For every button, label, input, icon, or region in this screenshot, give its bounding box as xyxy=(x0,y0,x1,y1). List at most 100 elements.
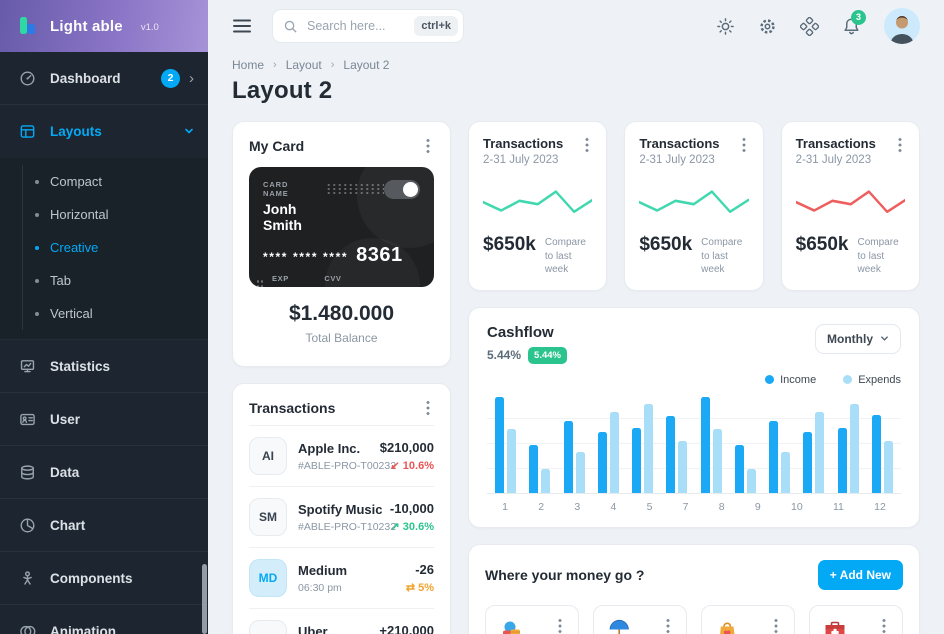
bar xyxy=(837,427,847,493)
transaction-row[interactable]: AI Apple Inc. #ABLE-PRO-T00232 $210,000 … xyxy=(249,425,434,486)
bar-group xyxy=(666,415,688,493)
database-icon xyxy=(18,463,36,481)
bar-group xyxy=(529,444,551,493)
sidebar-item-layouts[interactable]: Layouts xyxy=(0,105,208,158)
transaction-amount: $210,000 xyxy=(379,440,434,455)
sidebar-item-statistics[interactable]: Statistics xyxy=(0,340,208,393)
transactions-list-widget: Transactions AI Apple Inc. #ABLE-PRO-T00… xyxy=(232,383,451,634)
kebab-menu-icon[interactable] xyxy=(554,617,566,634)
bar xyxy=(871,414,881,493)
x-tick-label: 5 xyxy=(646,500,653,513)
chevron-right-icon: › xyxy=(189,69,194,87)
kebab-menu-icon[interactable] xyxy=(422,400,434,416)
x-tick-label: 8 xyxy=(718,500,725,513)
menu-toggle-icon[interactable] xyxy=(232,18,252,34)
x-tick-label: 2 xyxy=(538,500,545,513)
subitem-label: Creative xyxy=(50,240,99,255)
first-aid-icon xyxy=(822,618,848,634)
notifications-bell-icon[interactable]: 3 xyxy=(842,9,866,36)
kebab-menu-icon[interactable] xyxy=(422,138,434,154)
bar-group xyxy=(563,420,585,493)
stat-title: Transactions xyxy=(483,136,564,151)
stat-period: 2-31 July 2023 xyxy=(483,154,559,166)
money-category-card[interactable] xyxy=(701,604,795,634)
legend-item-income[interactable]: Income xyxy=(765,374,816,386)
sidebar-subitem-horizontal[interactable]: Horizontal xyxy=(22,198,208,231)
card-last4-digits: 8361 xyxy=(356,244,403,266)
settings-gear-icon[interactable] xyxy=(758,17,777,36)
sidebar-item-dashboard[interactable]: Dashboard 2 › xyxy=(0,52,208,105)
cashflow-x-axis-labels: 1 2 3 4 5 7 8 9 10 11 12 xyxy=(487,501,901,513)
sidebar-item-components[interactable]: Components xyxy=(0,552,208,605)
kebab-menu-icon[interactable] xyxy=(737,137,750,153)
widget-title: My Card xyxy=(249,138,305,154)
user-avatar[interactable] xyxy=(884,8,920,44)
bar xyxy=(883,440,893,493)
sidebar-item-data[interactable]: Data xyxy=(0,446,208,499)
legend-dot-icon xyxy=(843,375,853,384)
bullet-icon xyxy=(35,212,39,217)
legend-item-expends[interactable]: Expends xyxy=(843,374,901,386)
apps-grid-icon[interactable] xyxy=(800,16,819,36)
main-area: ctrl+k 3 xyxy=(208,0,944,634)
money-category-card[interactable] xyxy=(593,604,687,634)
kebab-menu-icon[interactable] xyxy=(581,137,594,153)
kebab-menu-icon[interactable] xyxy=(662,617,674,634)
credit-card: CARD NAME Jonh Smith **** **** **** 8361 xyxy=(249,167,434,287)
card-holder-name: Jonh Smith xyxy=(263,201,302,233)
sidebar-subitem-creative[interactable]: Creative xyxy=(22,231,208,264)
money-category-card[interactable] xyxy=(485,604,579,634)
sidebar-item-animation[interactable]: Animation xyxy=(0,605,208,634)
sidebar-item-label: Chart xyxy=(50,517,86,533)
sidebar-subitem-vertical[interactable]: Vertical xyxy=(22,297,208,330)
bar-group xyxy=(495,396,516,493)
card-toggle-switch[interactable] xyxy=(384,180,420,199)
widget-title: Where your money go ? xyxy=(485,566,645,583)
kebab-menu-icon[interactable] xyxy=(770,617,782,634)
brand: Light able v1.0 xyxy=(0,0,208,52)
sidebar-item-user[interactable]: User xyxy=(0,393,208,446)
chevron-down-icon xyxy=(881,336,888,341)
bar-group xyxy=(632,403,654,493)
dashboard-icon xyxy=(18,69,36,87)
animation-icon xyxy=(18,622,36,634)
kebab-menu-icon[interactable] xyxy=(893,137,906,153)
range-selector-dropdown[interactable]: Monthly xyxy=(815,323,901,354)
transaction-row[interactable]: MD Medium 06:30 pm -26 ⇄ 5% xyxy=(249,547,434,608)
stat-title: Transactions xyxy=(795,136,876,151)
bar xyxy=(644,403,654,493)
money-categories-widget: Where your money go ? + Add New xyxy=(468,543,920,634)
bar xyxy=(849,403,859,493)
transaction-row[interactable]: U Uber 08:40 pm +210,000 ↗ 10.5% xyxy=(249,608,434,634)
add-new-button[interactable]: + Add New xyxy=(817,559,903,590)
bar xyxy=(575,451,585,493)
breadcrumb-section[interactable]: Layout xyxy=(285,58,322,72)
sidebar-subitem-tab[interactable]: Tab xyxy=(22,264,208,297)
transactions-stat-card: Transactions 2-31 July 2023 $650k Compar… xyxy=(624,121,764,291)
transaction-name: Uber xyxy=(298,623,328,634)
cashflow-widget: Cashflow 5.44% 5.44% Monthly xyxy=(468,306,920,528)
card-dots-pattern xyxy=(326,183,384,194)
total-balance-amount: $1.480.000 xyxy=(288,302,395,325)
x-tick-label: 11 xyxy=(832,500,844,513)
transaction-avatar: AI xyxy=(249,437,287,475)
transaction-avatar: U xyxy=(249,620,287,634)
kebab-menu-icon[interactable] xyxy=(878,617,890,634)
transaction-row[interactable]: SM Spotify Music #ABLE-PRO-T10232 -10,00… xyxy=(249,486,434,547)
transaction-delta: ⇄ 5% xyxy=(405,582,434,594)
chart-legend: Income Expends xyxy=(487,374,901,386)
transaction-avatar: MD xyxy=(249,559,287,597)
brand-logo-icon xyxy=(16,14,40,38)
sidebar-scrollbar[interactable] xyxy=(202,564,207,634)
bar xyxy=(700,396,710,493)
search-input[interactable] xyxy=(305,18,408,34)
transactions-stat-card: Transactions 2-31 July 2023 $650k Compar… xyxy=(468,121,608,291)
theme-sun-icon[interactable] xyxy=(716,17,735,36)
stat-amount: $650k xyxy=(795,234,849,255)
topbar-actions: 3 xyxy=(716,8,920,44)
sidebar-item-chart[interactable]: Chart xyxy=(0,499,208,552)
breadcrumb-home[interactable]: Home xyxy=(232,58,265,72)
sidebar-subitem-compact[interactable]: Compact xyxy=(22,165,208,198)
transaction-name: Medium xyxy=(298,562,348,578)
money-category-card[interactable] xyxy=(809,604,903,634)
